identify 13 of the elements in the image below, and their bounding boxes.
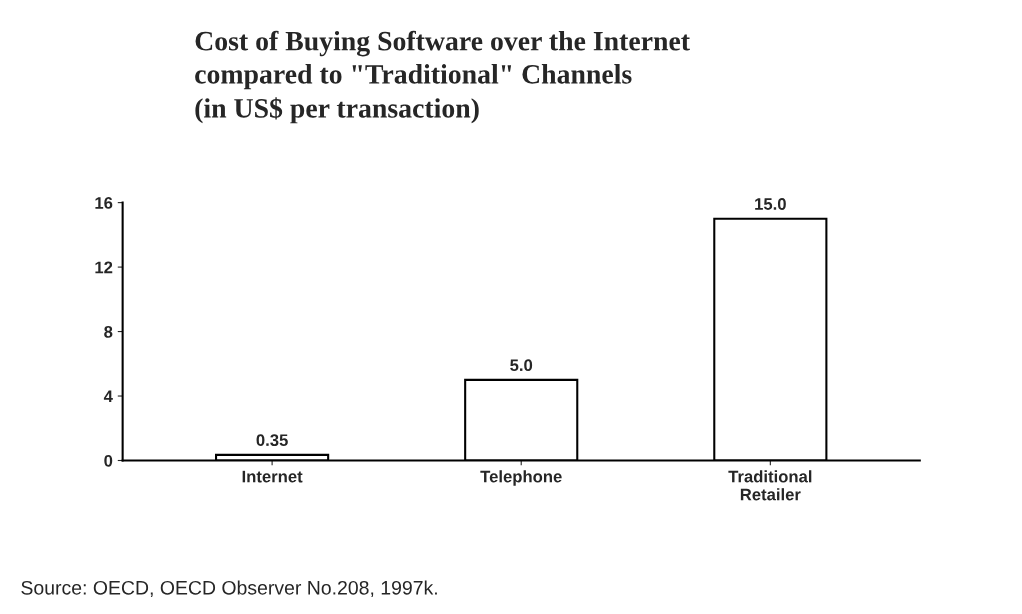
y-tick-label: 16 xyxy=(95,197,113,209)
x-tick-label: Internet xyxy=(242,470,303,483)
x-tick-label: Telephone xyxy=(480,470,562,486)
data-label: 0.35 xyxy=(256,434,288,447)
y-tick-label: 0 xyxy=(104,454,113,467)
chart-title: Cost of Buying Software over the Internet compared to "Traditional" Channels (in US$ per transaction) xyxy=(195,30,690,124)
y-tick-label: 4 xyxy=(103,390,113,403)
y-tick-label: 8 xyxy=(104,325,113,338)
data-label: 15.0 xyxy=(755,198,786,210)
data-label: 5.0 xyxy=(510,359,533,372)
y-tick-label: 12 xyxy=(95,261,113,274)
x-tick-label: Traditional Retailer xyxy=(728,470,812,501)
source-note: Source: OECD, OECD Observer No.208, 1997k. xyxy=(21,580,437,597)
